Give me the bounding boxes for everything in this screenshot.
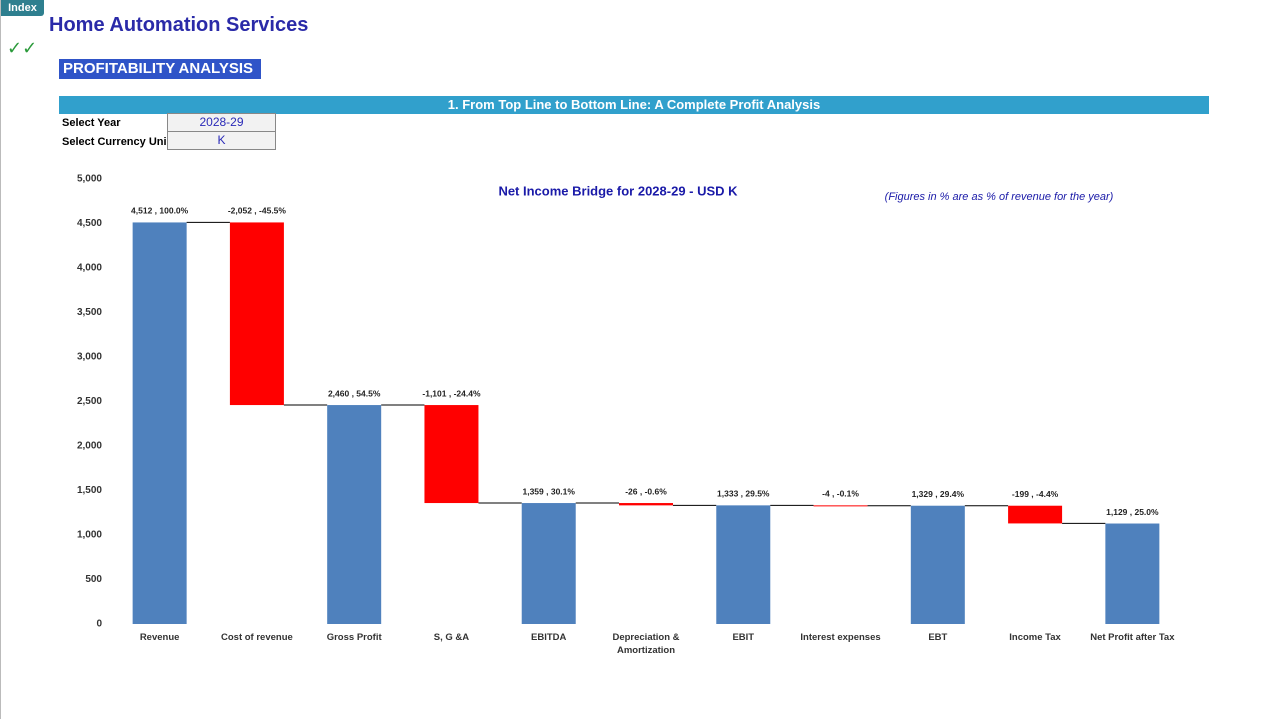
bar: [229, 222, 284, 406]
y-tick-label: 500: [85, 574, 102, 585]
data-label: -199 , -4.4%: [1012, 489, 1059, 499]
x-tick-label: Revenue: [139, 632, 180, 643]
chart-title: Net Income Bridge for 2028-29 - USD K: [498, 183, 738, 198]
y-tick-label: 0: [96, 619, 102, 630]
index-button[interactable]: Index: [1, 0, 44, 16]
check-icon: ✓✓: [7, 38, 38, 58]
x-tick-label: Income Tax: [1009, 632, 1061, 643]
chart-annotation: (Figures in % are as % of revenue for th…: [885, 191, 1114, 203]
data-label: 1,129 , 25.0%: [1106, 507, 1159, 517]
x-tick-label: EBIT: [732, 632, 755, 643]
x-tick-label: Net Profit after Tax: [1090, 632, 1175, 643]
bar: [327, 405, 382, 624]
y-tick-label: 2,500: [77, 396, 102, 407]
data-label: -26 , -0.6%: [625, 486, 667, 496]
y-tick-label: 3,000: [77, 352, 102, 363]
y-tick-label: 2,000: [77, 441, 102, 452]
data-label: 1,333 , 29.5%: [717, 489, 770, 499]
data-label: 1,359 , 30.1%: [522, 486, 575, 496]
app-title: Home Automation Services: [49, 14, 309, 36]
x-tick-label: Cost of revenue: [221, 632, 293, 643]
bar: [1105, 523, 1160, 624]
y-tick-label: 1,500: [77, 485, 102, 496]
banner: 1. From Top Line to Bottom Line: A Compl…: [59, 96, 1209, 114]
bar: [132, 222, 187, 624]
x-tick-label: EBITDA: [531, 632, 567, 643]
bar: [1008, 505, 1063, 524]
data-label: -1,101 , -24.4%: [422, 388, 481, 398]
bar: [910, 505, 965, 624]
data-label: -4 , -0.1%: [822, 489, 859, 499]
x-tick-label: Depreciation & Amortization: [612, 632, 680, 656]
bar: [619, 503, 673, 506]
data-label: 1,329 , 29.4%: [912, 489, 965, 499]
data-label: -2,052 , -45.5%: [228, 206, 287, 216]
x-tick-label: EBT: [928, 632, 948, 643]
data-label: 2,460 , 54.5%: [328, 388, 381, 398]
input-label: Select Year: [62, 117, 121, 129]
data-label: 4,512 , 100.0%: [131, 206, 189, 216]
currency-input[interactable]: K: [167, 131, 276, 150]
section-title: PROFITABILITY ANALYSIS: [59, 59, 262, 79]
x-tick-label: Interest expenses: [800, 632, 881, 643]
input-label: Select Currency Uni: [62, 136, 167, 148]
y-tick-label: 4,000: [77, 263, 102, 274]
bar: [424, 405, 479, 504]
y-tick-label: 3,500: [77, 307, 102, 318]
y-tick-label: 5,000: [77, 174, 102, 185]
y-tick-label: 1,000: [77, 530, 102, 541]
bar: [813, 505, 868, 507]
bar: [716, 505, 771, 624]
x-tick-label: S, G &A: [433, 632, 470, 643]
x-tick-label: Gross Profit: [326, 632, 382, 643]
bar: [521, 503, 576, 624]
y-tick-label: 4,500: [77, 218, 102, 229]
